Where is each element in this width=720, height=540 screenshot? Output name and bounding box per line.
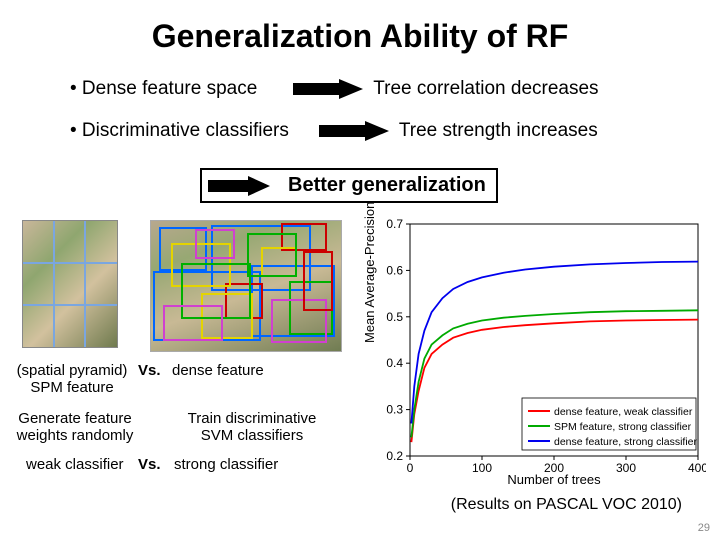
spm-caption: (spatial pyramid) SPM feature [12,362,132,397]
vs-label-1: Vs. [138,362,161,379]
spm-image [22,220,118,348]
train-svm-caption: Train discriminative SVM classifiers [172,410,332,445]
bullet-2-left: • Discriminative classifiers [70,120,289,142]
bullet-row-2: • Discriminative classifiers Tree streng… [70,120,598,142]
svg-text:0.4: 0.4 [386,356,403,370]
svg-text:dense feature, weak classifier: dense feature, weak classifier [554,406,693,418]
bullet-1-left: • Dense feature space [70,78,257,100]
slide: Generalization Ability of RF • Dense fea… [0,0,720,540]
svg-text:0.2: 0.2 [386,449,403,463]
dense-box [247,233,297,277]
dense-box [303,251,333,311]
arrow-icon [319,121,389,141]
svg-text:300: 300 [616,461,636,475]
bullet-row-1: • Dense feature space Tree correlation d… [70,78,599,100]
svg-text:400: 400 [688,461,706,475]
dense-box [163,305,223,341]
svg-text:0.7: 0.7 [386,218,403,231]
svg-text:0: 0 [407,461,414,475]
bullet-1-right: Tree correlation decreases [373,78,598,100]
generate-weights-caption: Generate feature weights randomly [12,410,138,445]
page-number: 29 [698,522,710,534]
arrow-icon [293,79,363,99]
map-chart: Mean Average-Precision 0.20.30.40.50.60.… [366,218,706,498]
spm-label-line1: (spatial pyramid) [17,362,128,379]
svg-text:SPM feature, strong classifier: SPM feature, strong classifier [554,421,692,433]
svg-text:0.6: 0.6 [386,263,403,277]
dense-feature-caption: dense feature [172,362,264,379]
svg-text:100: 100 [472,461,492,475]
chart-svg: 0.20.30.40.50.60.70100200300400Number of… [366,218,706,486]
dense-box [195,229,235,259]
arrow-icon [208,176,278,196]
better-generalization-box: Better generalization [200,168,498,203]
vs-label-2: Vs. [138,456,161,473]
strong-classifier-label: strong classifier [174,456,278,473]
image-comparison-area: (spatial pyramid) SPM feature Vs. dense … [22,220,362,500]
spm-label-line2: SPM feature [30,379,113,396]
svg-text:0.5: 0.5 [386,310,403,324]
results-caption: (Results on PASCAL VOC 2010) [451,496,682,514]
weak-classifier-label: weak classifier [26,456,124,473]
svg-text:Number of trees: Number of trees [507,472,601,486]
svg-text:0.3: 0.3 [386,403,403,417]
better-generalization-label: Better generalization [288,174,486,197]
dense-feature-image [150,220,342,352]
bullet-2-right: Tree strength increases [399,120,598,142]
svg-text:dense feature, strong classifi: dense feature, strong classifier [554,436,697,448]
slide-title: Generalization Ability of RF [0,18,720,55]
